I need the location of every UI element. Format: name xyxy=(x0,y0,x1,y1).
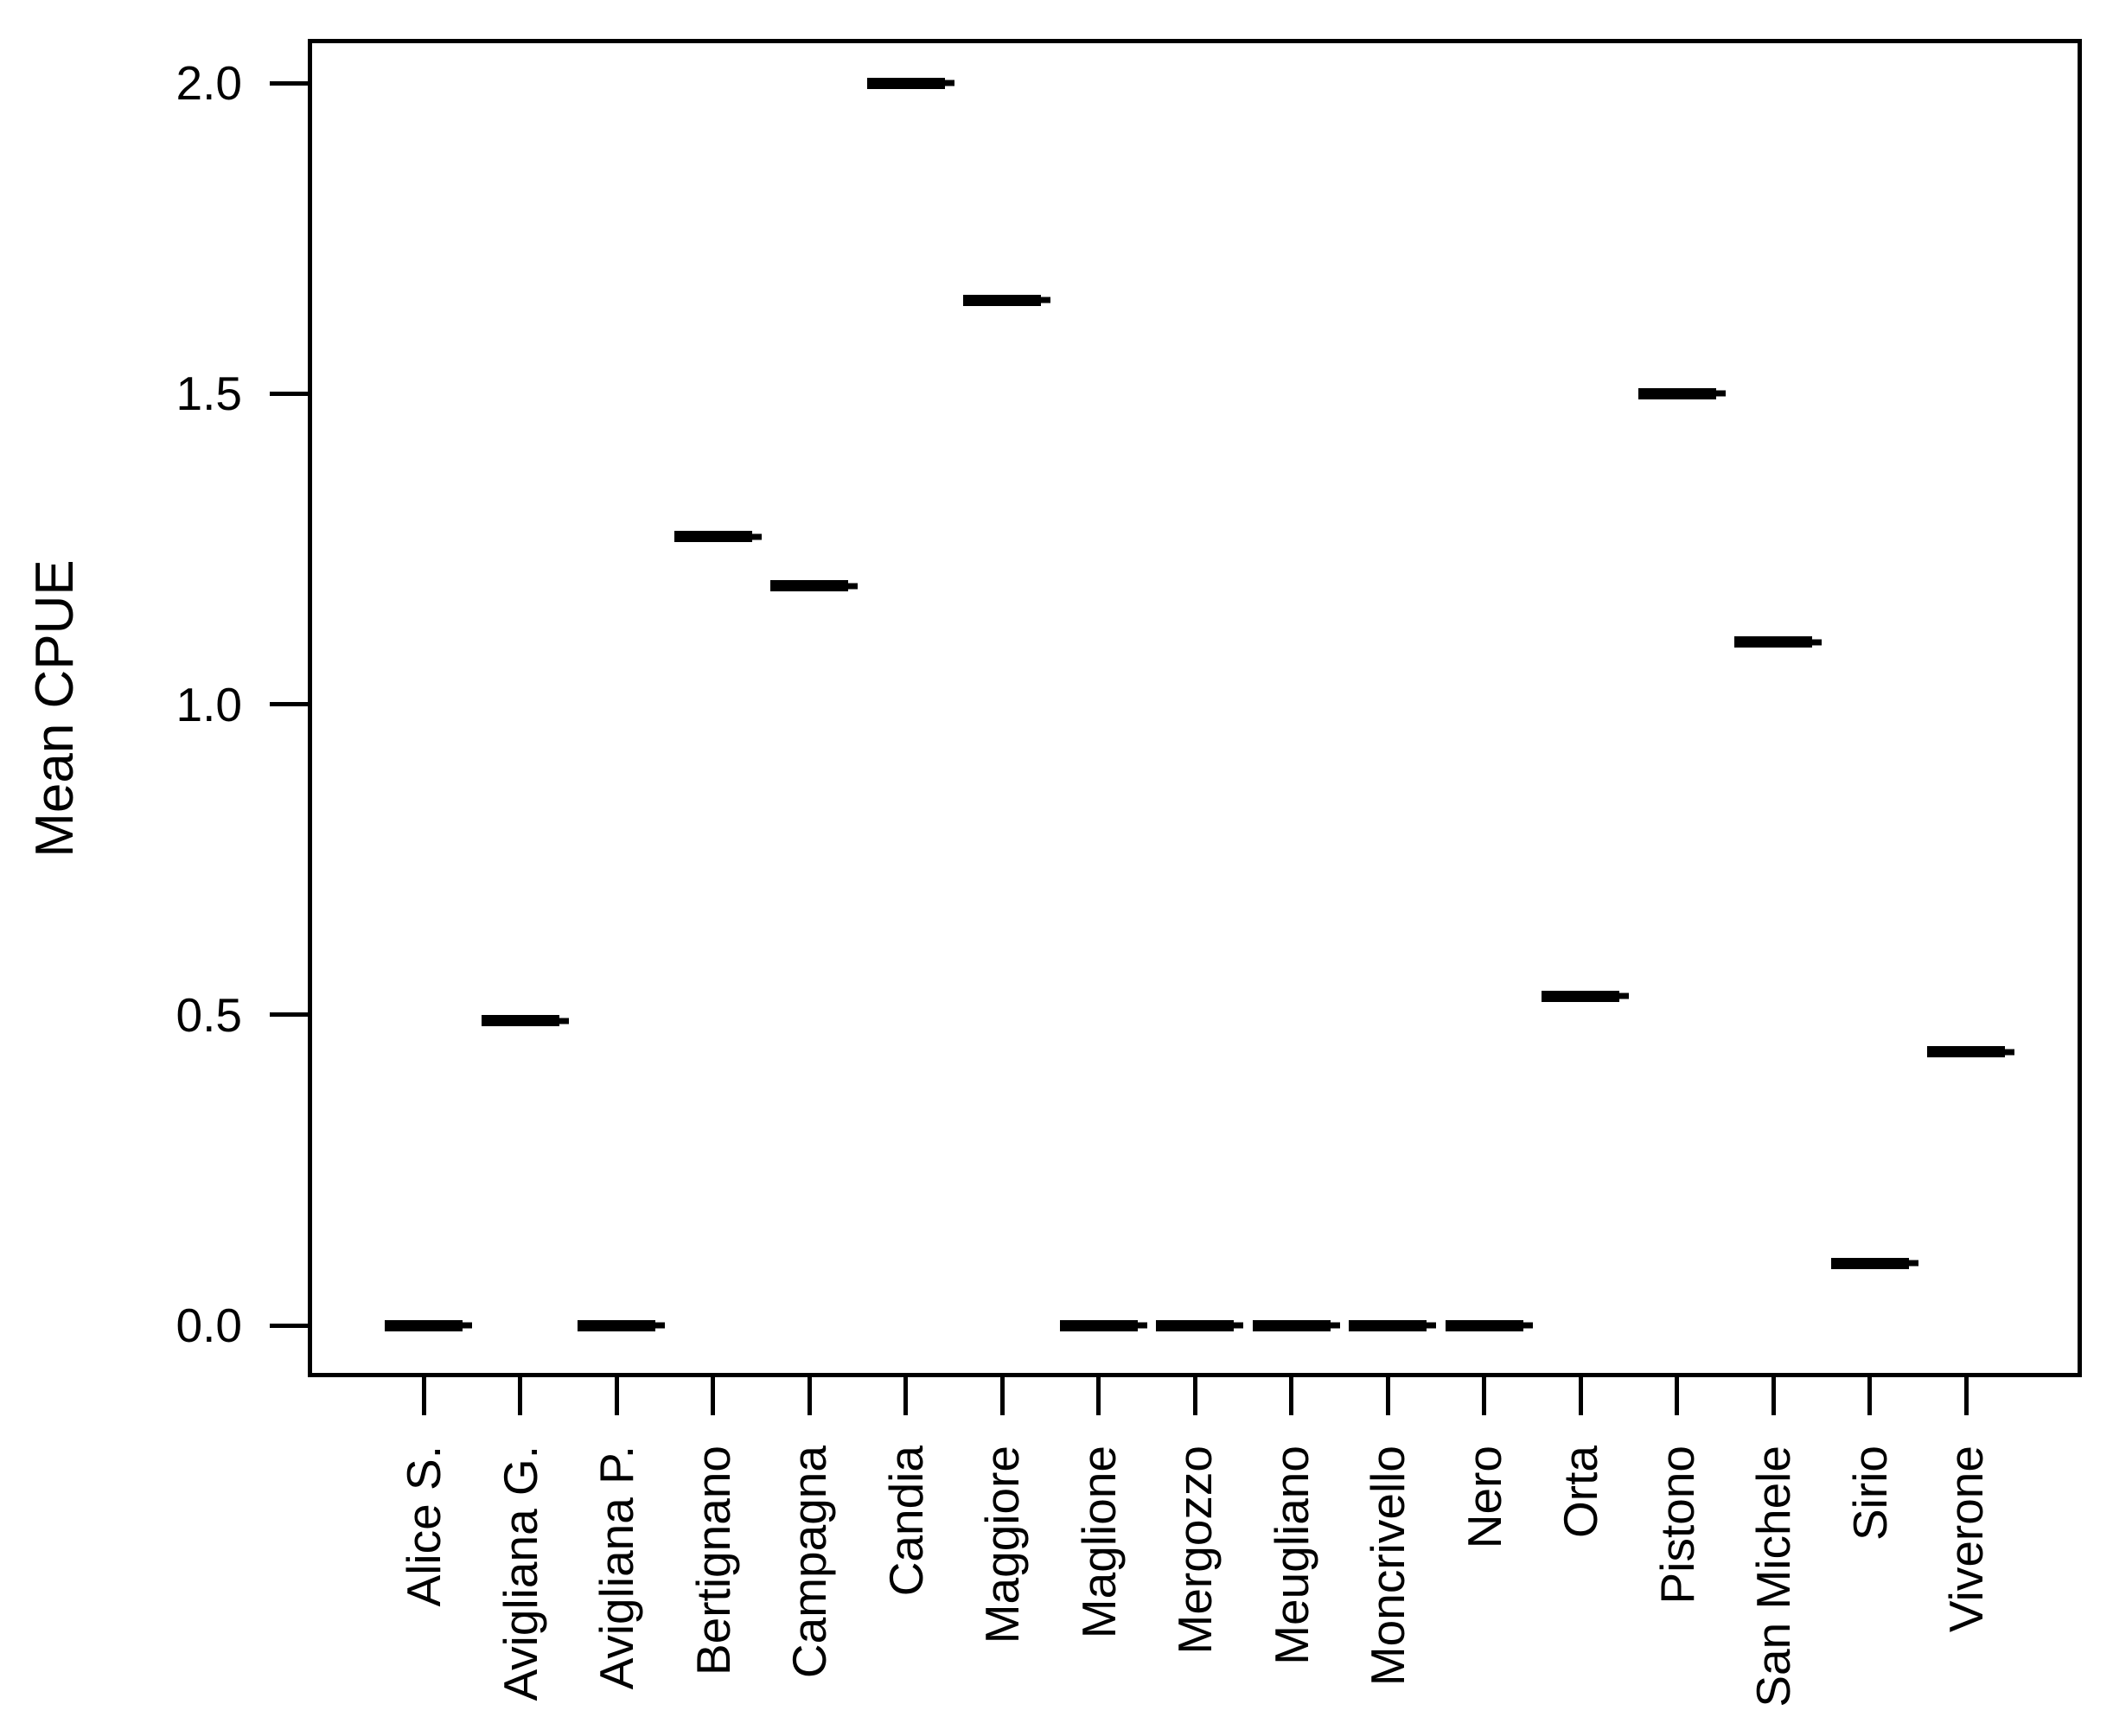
median-bar xyxy=(1252,1319,1340,1331)
median-bar-nub xyxy=(1715,390,1726,397)
median-bar-nub xyxy=(463,1322,472,1329)
y-tick-label: 0.0 xyxy=(176,1299,242,1352)
median-bar-nub xyxy=(1619,992,1629,999)
x-category-label: Campagna xyxy=(782,1446,836,1679)
x-category-label: Sirio xyxy=(1842,1446,1897,1541)
median-bar xyxy=(963,294,1050,306)
y-tick-mark xyxy=(270,80,308,86)
median-bar xyxy=(1542,990,1629,1002)
x-tick-mark xyxy=(1385,1377,1390,1415)
median-bar xyxy=(481,1015,569,1027)
median-bar xyxy=(1059,1319,1147,1331)
median-bar-nub xyxy=(1041,297,1050,303)
median-bar xyxy=(1445,1319,1533,1331)
median-bar xyxy=(1349,1319,1436,1331)
median-bar xyxy=(578,1319,665,1331)
x-category-label: Avigliana P. xyxy=(590,1446,643,1690)
x-tick-mark xyxy=(1867,1377,1872,1415)
y-tick-mark xyxy=(270,391,308,396)
x-category-label: Pistono xyxy=(1650,1446,1704,1605)
median-bar-nub xyxy=(1234,1322,1243,1329)
median-bar-nub xyxy=(751,533,762,539)
x-category-label: Maglione xyxy=(1071,1446,1126,1639)
x-category-label: Candia xyxy=(878,1446,933,1597)
y-tick-label: 1.5 xyxy=(176,367,242,421)
x-category-label: Viverone xyxy=(1939,1446,1993,1633)
median-bar xyxy=(673,531,762,542)
x-category-label: Bertignano xyxy=(686,1446,740,1676)
median-bar xyxy=(1734,636,1822,648)
median-bar xyxy=(866,77,954,89)
y-tick-mark xyxy=(270,702,308,706)
median-bar-nub xyxy=(1137,1322,1147,1329)
y-tick-label: 2.0 xyxy=(176,56,242,110)
x-tick-mark xyxy=(807,1377,812,1415)
median-bar xyxy=(1156,1319,1243,1331)
x-category-label: Alice S. xyxy=(397,1446,450,1607)
x-category-label: Orta xyxy=(1554,1446,1607,1538)
x-category-label: San Michele xyxy=(1746,1446,1800,1707)
median-bar xyxy=(385,1319,472,1331)
x-tick-mark xyxy=(614,1377,619,1415)
median-bar-nub xyxy=(944,80,954,86)
x-tick-mark xyxy=(903,1377,908,1415)
x-tick-mark xyxy=(1578,1377,1583,1415)
x-category-label: Nero xyxy=(1457,1446,1511,1549)
median-bar-nub xyxy=(848,583,858,590)
y-tick-label: 1.0 xyxy=(176,677,242,731)
median-bar-nub xyxy=(1908,1260,1918,1267)
x-tick-mark xyxy=(1771,1377,1776,1415)
x-tick-mark xyxy=(421,1377,426,1415)
x-tick-mark xyxy=(1963,1377,1969,1415)
median-bar xyxy=(1637,387,1726,399)
y-tick-label: 0.5 xyxy=(176,987,242,1042)
median-bar xyxy=(1830,1257,1918,1269)
x-category-label: Maggiore xyxy=(975,1446,1029,1644)
y-tick-mark xyxy=(270,1323,308,1328)
median-bar-nub xyxy=(1330,1322,1340,1329)
x-category-label: Mergozzo xyxy=(1168,1446,1222,1655)
x-category-label: Avigliana G. xyxy=(493,1446,547,1701)
median-bar xyxy=(1927,1046,2014,1058)
median-bar-nub xyxy=(1523,1322,1533,1329)
y-tick-mark xyxy=(270,1012,308,1018)
x-category-label: Meugliano xyxy=(1264,1446,1318,1665)
x-tick-mark xyxy=(1192,1377,1197,1415)
median-bar-nub xyxy=(1812,639,1822,646)
x-category-label: Moncrivello xyxy=(1361,1446,1414,1687)
median-bar-nub xyxy=(2005,1049,2014,1056)
median-bar-nub xyxy=(655,1322,665,1329)
x-tick-mark xyxy=(999,1377,1005,1415)
x-tick-mark xyxy=(1096,1377,1101,1415)
x-tick-mark xyxy=(1482,1377,1486,1415)
median-bar xyxy=(770,580,858,592)
x-tick-mark xyxy=(1675,1377,1679,1415)
median-bar-nub xyxy=(559,1018,569,1024)
plot-area xyxy=(308,39,2082,1377)
x-tick-mark xyxy=(518,1377,522,1415)
median-bar-nub xyxy=(1427,1322,1436,1329)
x-tick-mark xyxy=(1289,1377,1293,1415)
x-tick-mark xyxy=(711,1377,715,1415)
